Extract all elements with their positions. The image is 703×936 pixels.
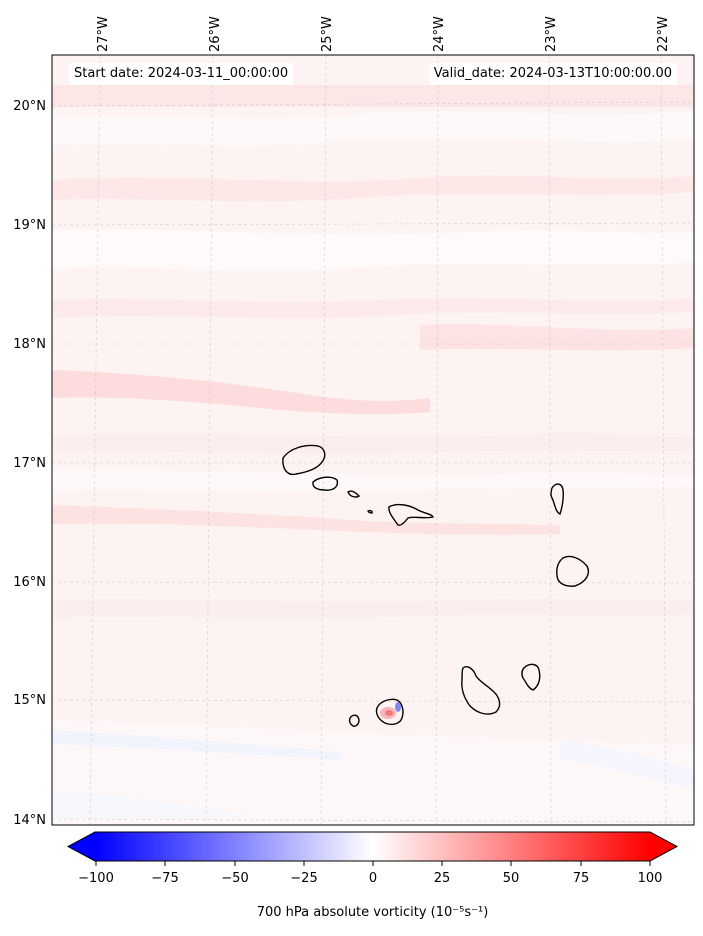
lon-label: 22°W [656,16,671,52]
lon-label: 26°W [208,16,223,52]
colorbar: −100 −75 −50 −25 0 25 50 75 100 [66,831,679,886]
map-gridlines [52,55,694,825]
island-sao-nicolau [388,503,434,526]
lat-label: 16°N [13,575,46,590]
lat-label: 19°N [13,218,46,233]
island-boa-vista [556,555,590,587]
colorbar-tick-label: −100 [78,871,114,886]
colorbar-tick-label: 0 [369,871,377,886]
lon-label: 24°W [432,16,447,52]
islands [282,444,590,727]
colorbar-tick-label: 100 [638,871,663,886]
island-sal [550,483,564,515]
colorbar-tick-label: −50 [221,871,248,886]
colorbar-tick-label: −75 [151,871,178,886]
colorbar-ticks [95,861,651,866]
island-sao-vicente [312,476,339,491]
lon-label: 25°W [320,16,335,52]
colorbar-min-extend [68,832,95,861]
lon-labels: 27°W 26°W 25°W 24°W 23°W 22°W [96,16,671,52]
lon-label: 27°W [96,16,111,52]
island-santiago [461,666,501,715]
island-raso [367,509,373,514]
lat-label: 15°N [13,693,46,708]
island-brava [348,714,360,727]
colorbar-tick-label: 75 [573,871,590,886]
vorticity-field [52,85,694,825]
start-date-label: Start date: 2024-03-11_00:00:00 [69,63,294,85]
island-fogo [375,698,404,726]
lat-label: 17°N [13,456,46,471]
colorbar-tick-labels: −100 −75 −50 −25 0 25 50 75 100 [78,871,662,886]
colorbar-max-extend [650,832,677,861]
island-santo-antao [282,444,326,476]
map-panel [52,55,694,825]
island-maio [521,663,541,691]
lat-labels: 20°N 19°N 18°N 17°N 16°N 15°N 14°N [13,99,46,828]
colorbar-tick-label: 50 [503,871,520,886]
colorbar-tick-label: 25 [434,871,451,886]
lat-label: 14°N [13,813,46,828]
colorbar-title: 700 hPa absolute vorticity (10⁻⁵s⁻¹) [256,905,489,920]
colorbar-tick-label: −25 [290,871,317,886]
lat-label: 20°N [13,99,46,114]
island-santa-luzia [347,490,361,498]
lon-label: 23°W [544,16,559,52]
lat-label: 18°N [13,337,46,352]
fogo-vorticity-anomaly [380,702,401,719]
map-frame [51,54,695,826]
valid-date-label: Valid_date: 2024-03-13T10:00:00.00 [428,63,677,85]
colorbar-bar [95,832,650,861]
